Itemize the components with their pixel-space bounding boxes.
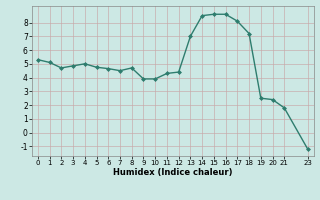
X-axis label: Humidex (Indice chaleur): Humidex (Indice chaleur) bbox=[113, 168, 233, 177]
